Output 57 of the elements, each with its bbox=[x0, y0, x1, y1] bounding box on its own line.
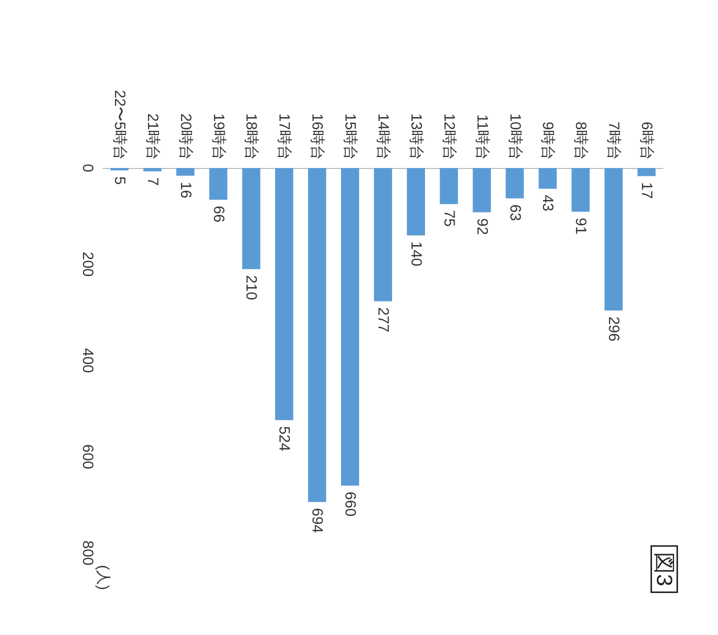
bar bbox=[209, 168, 228, 200]
data-label: 7 bbox=[144, 177, 161, 186]
data-label: 694 bbox=[308, 508, 326, 534]
x-tick-label: 20時台 bbox=[176, 113, 194, 160]
bar bbox=[242, 168, 260, 270]
x-tick-label: 12時台 bbox=[440, 113, 458, 160]
x-tick-label: 11時台 bbox=[473, 114, 490, 160]
x-tick-label: 15時台 bbox=[342, 113, 359, 160]
bar bbox=[440, 168, 458, 204]
bar bbox=[472, 168, 491, 212]
data-label: 17 bbox=[638, 182, 656, 199]
y-tick-label: 600 bbox=[79, 444, 96, 470]
y-axis-title: (人) bbox=[94, 565, 112, 590]
bar bbox=[275, 168, 294, 420]
data-label: 660 bbox=[342, 492, 359, 517]
data-label: 91 bbox=[572, 218, 590, 234]
data-label: 43 bbox=[539, 194, 556, 212]
y-tick-label: 800 bbox=[79, 540, 96, 566]
bar bbox=[308, 168, 326, 502]
data-label: 75 bbox=[440, 210, 458, 227]
data-label: 277 bbox=[374, 307, 392, 332]
bar bbox=[506, 168, 524, 198]
data-label: 66 bbox=[210, 206, 227, 222]
x-tick-label: 8時台 bbox=[572, 122, 590, 160]
x-tick-label: 6時台 bbox=[638, 122, 656, 160]
bar bbox=[406, 168, 425, 236]
x-tick-label: 10時台 bbox=[506, 113, 524, 160]
bar bbox=[637, 168, 656, 176]
x-tick-label: 19時台 bbox=[210, 113, 227, 160]
data-label: 296 bbox=[605, 316, 622, 342]
bar bbox=[538, 168, 557, 189]
data-label: 63 bbox=[506, 204, 524, 222]
bar bbox=[572, 168, 590, 212]
bar bbox=[374, 168, 392, 302]
data-label: 140 bbox=[407, 241, 424, 266]
data-label: 92 bbox=[473, 218, 490, 235]
x-tick-label: 9時台 bbox=[539, 122, 556, 160]
bar bbox=[176, 168, 194, 176]
data-label: 16 bbox=[176, 182, 194, 198]
data-label: 5 bbox=[110, 176, 128, 185]
y-tick-label: 400 bbox=[79, 348, 96, 374]
x-tick-label: 22〜5時台 bbox=[110, 90, 128, 160]
data-label: 210 bbox=[242, 275, 260, 300]
data-label: 524 bbox=[276, 426, 293, 452]
x-tick-label: 17時台 bbox=[276, 113, 293, 160]
y-tick-label: 0 bbox=[79, 164, 96, 172]
text: 図3 bbox=[652, 552, 677, 586]
x-tick-label: 7時台 bbox=[605, 122, 622, 160]
bar bbox=[341, 168, 360, 486]
x-tick-label: 18時台 bbox=[242, 113, 260, 160]
x-tick-label: 13時台 bbox=[407, 113, 424, 160]
x-tick-label: 21時台 bbox=[144, 113, 161, 160]
bar bbox=[143, 168, 162, 172]
y-tick-label: 200 bbox=[79, 252, 96, 277]
x-tick-label: 16時台 bbox=[308, 113, 326, 160]
x-tick-label: 14時台 bbox=[374, 113, 392, 160]
bar bbox=[604, 168, 623, 310]
